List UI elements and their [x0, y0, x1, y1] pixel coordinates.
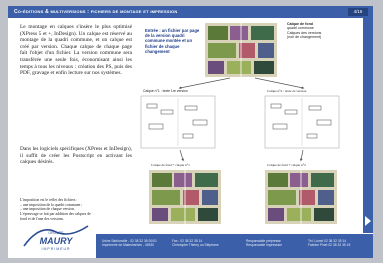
footer-line: Christophe Thierry ou Stéphane [172, 243, 219, 247]
paragraph: Dans les logiciels spécifiques (XPress e… [20, 146, 132, 166]
layer-label: (noir de changement) [287, 35, 357, 39]
diagram-label: Calque de fond + calque n°2 [267, 163, 306, 167]
image [265, 170, 337, 224]
page: {"header":{"title":"Co-éditions & multiv… [0, 0, 383, 263]
footer-line: Fabrice Pinet 02 38 32 35 15 [308, 243, 350, 247]
footer-line: Imprimerie de Malesherbes - 45330 [102, 243, 157, 247]
page-number: 4/16 [348, 8, 368, 16]
image [149, 170, 221, 224]
image [205, 23, 277, 77]
next-arrow[interactable] [362, 214, 373, 228]
side-strip [363, 18, 373, 233]
image [265, 96, 339, 148]
logo-graphic: GROUPE MAURY IMPRIMEUR [20, 220, 92, 254]
diagram-label: Calque n°1 : texte 1re version [143, 89, 188, 93]
image [141, 96, 215, 148]
diagram-label: Calque de fond + calque n°1 [151, 163, 190, 167]
diagram-label: Calque n°2 : texte 2e version [267, 89, 307, 93]
logo-bottom: IMPRIMEUR [41, 247, 70, 251]
footer-line: Responsable impression [246, 243, 282, 247]
header-title: Co-éditions & multiversions : fichiers d… [14, 7, 177, 17]
logo-name: MAURY [40, 236, 74, 246]
logo-top: GROUPE [48, 231, 64, 235]
paragraph: Le montage en calques s'insère le plus o… [20, 24, 132, 77]
logo: GROUPE MAURY IMPRIMEUR [20, 220, 92, 254]
diagram-entry: Entrée : un fichier par page de la versi… [145, 28, 201, 54]
note: L'imposition est le reflet des fichiers … [20, 198, 100, 222]
